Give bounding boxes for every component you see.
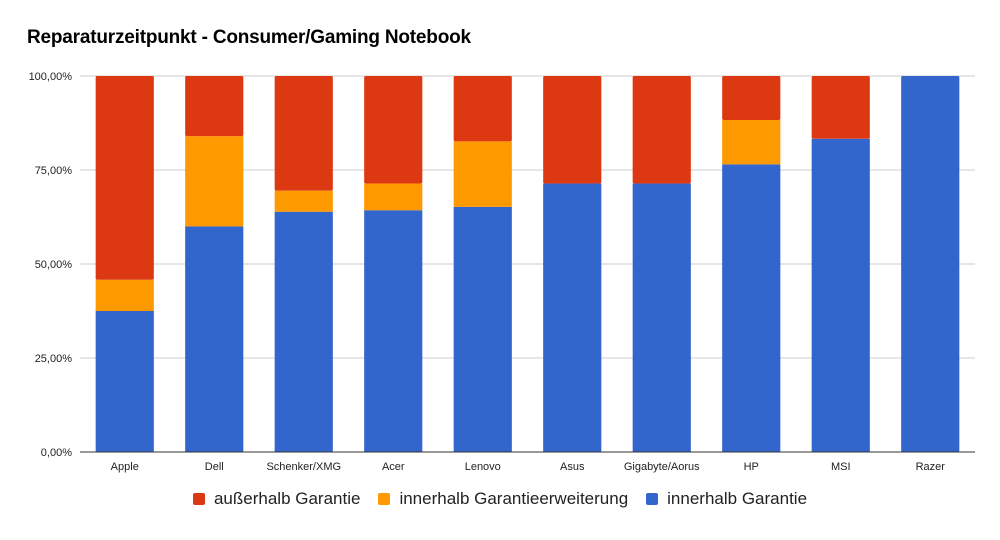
bar-segment[interactable]	[453, 141, 512, 207]
bar-segment[interactable]	[364, 210, 423, 452]
legend-swatch	[192, 493, 205, 505]
bar-segment[interactable]	[274, 190, 333, 212]
x-tick-label: HP	[744, 461, 759, 473]
bar-stack	[95, 76, 154, 452]
axes: 0,00% 25,00% 50,00% 75,00% 100,00% Apple Dell S…	[29, 71, 975, 473]
x-tick-label: Gigabyte/Aorus	[624, 461, 700, 473]
x-tick-label: MSI	[831, 461, 851, 473]
y-tick-label: 25,00%	[35, 353, 73, 365]
bar-stack	[632, 76, 691, 452]
bar-segment[interactable]	[543, 183, 602, 452]
bar-stack	[901, 76, 960, 452]
bar-segment[interactable]	[185, 76, 244, 137]
bar-stack	[811, 76, 870, 453]
x-tick-label: Dell	[205, 461, 224, 473]
bar-segment[interactable]	[543, 76, 602, 184]
bar-segment[interactable]	[364, 76, 423, 184]
legend-label: innerhalb Garantie	[667, 489, 808, 508]
chart-title: Reparaturzeitpunkt - Consumer/Gaming Not…	[27, 27, 471, 48]
bar-stack	[185, 76, 244, 452]
legend-item-innerhalb-garantie[interactable]: innerhalb Garantie	[646, 489, 807, 509]
bar-segment[interactable]	[364, 183, 423, 211]
bar-segment[interactable]	[453, 76, 512, 142]
x-tick-label: Acer	[382, 461, 405, 473]
bar-segment[interactable]	[811, 138, 870, 453]
legend: außerhalb Garantie innerhalb Garantieerw…	[0, 489, 1000, 509]
bar-stack	[453, 76, 512, 452]
bar-segment[interactable]	[901, 76, 960, 452]
bar-stack	[364, 76, 423, 452]
legend-label: innerhalb Garantieerweiterung	[399, 489, 629, 508]
legend-item-ausserhalb-garantie[interactable]: außerhalb Garantie	[192, 489, 361, 509]
bar-stack	[722, 76, 781, 453]
bar-stack	[543, 76, 602, 452]
x-tick-label: Schenker/XMG	[266, 461, 341, 473]
bar-segment[interactable]	[185, 226, 244, 452]
y-tick-label: 75,00%	[35, 165, 73, 177]
bar-segment[interactable]	[95, 279, 154, 311]
y-tick-label: 100,00%	[29, 71, 73, 83]
x-tick-label: Razer	[916, 461, 946, 473]
bar-segment[interactable]	[185, 136, 244, 227]
y-tick-label: 50,00%	[35, 259, 73, 271]
x-tick-label: Apple	[111, 461, 139, 473]
bar-segment[interactable]	[453, 206, 512, 452]
bar-stack	[274, 76, 333, 452]
bar-segment[interactable]	[274, 76, 333, 191]
x-tick-label: Lenovo	[465, 461, 501, 473]
bar-segment[interactable]	[632, 76, 691, 184]
bar-segment[interactable]	[722, 119, 781, 165]
bars	[95, 76, 960, 453]
legend-swatch	[646, 493, 659, 505]
bar-segment[interactable]	[722, 76, 781, 120]
bar-segment[interactable]	[811, 76, 870, 139]
bar-segment[interactable]	[632, 183, 691, 452]
legend-swatch	[378, 493, 391, 505]
bar-segment[interactable]	[95, 311, 154, 452]
legend-label: außerhalb Garantie	[213, 489, 361, 508]
bar-segment[interactable]	[722, 164, 781, 453]
x-tick-label: Asus	[560, 461, 585, 473]
bar-segment[interactable]	[274, 211, 333, 452]
bar-segment[interactable]	[95, 76, 154, 280]
y-tick-label: 0,00%	[41, 447, 72, 459]
legend-item-innerhalb-garantieerweiterung[interactable]: innerhalb Garantieerweiterung	[378, 489, 628, 509]
